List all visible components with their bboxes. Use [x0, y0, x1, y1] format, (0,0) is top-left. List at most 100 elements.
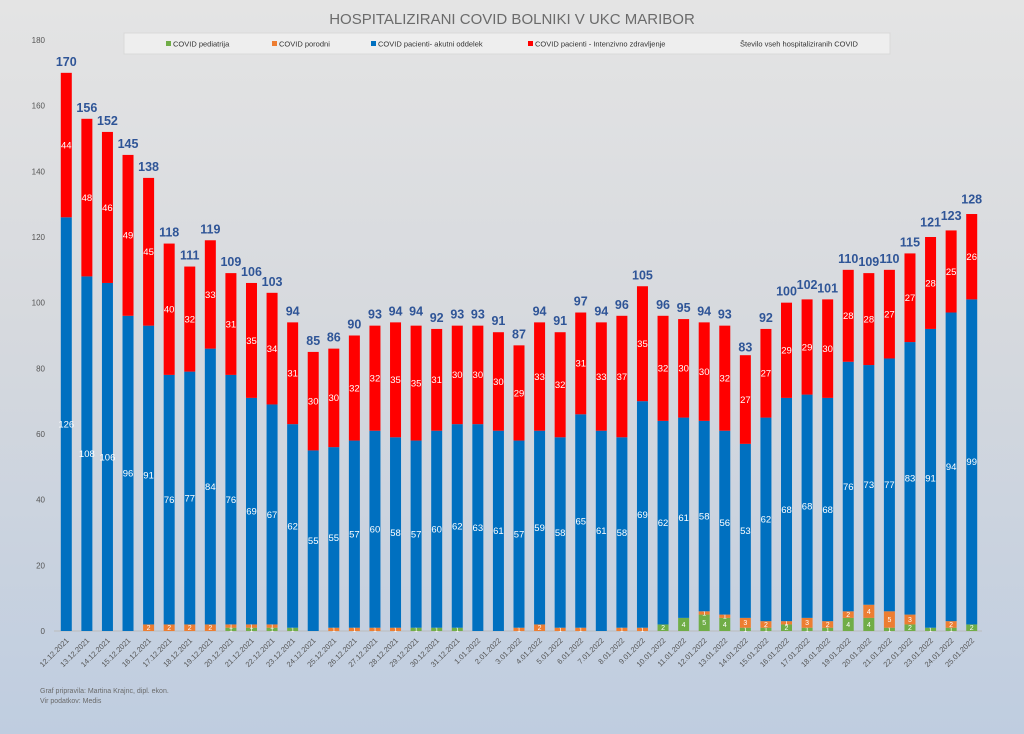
data-label: 4 — [846, 622, 850, 629]
total-label: 92 — [430, 311, 444, 325]
data-label: 35 — [246, 336, 257, 347]
total-label: 118 — [159, 226, 179, 240]
bar-segment — [534, 322, 546, 431]
bar-segment — [739, 355, 751, 444]
data-label: 55 — [308, 536, 319, 547]
data-label: 61 — [493, 526, 504, 537]
data-label: 59 — [534, 523, 545, 534]
data-label: 1 — [641, 627, 645, 634]
bar-segment — [636, 286, 648, 402]
total-label: 110 — [838, 252, 858, 266]
data-label: 30 — [308, 396, 319, 407]
bar-segment — [225, 627, 237, 631]
data-label: 2 — [147, 625, 151, 632]
data-label: 37 — [617, 372, 628, 383]
data-label: 1 — [517, 627, 521, 634]
bar-segment — [554, 627, 566, 631]
total-label: 103 — [262, 275, 283, 289]
bar-segment — [904, 614, 916, 625]
data-label: 1 — [743, 627, 747, 634]
data-label: 31 — [226, 319, 237, 330]
bar-segment — [369, 430, 381, 628]
total-label: 102 — [797, 278, 818, 292]
data-label: 1 — [270, 624, 274, 631]
data-label: 1 — [352, 627, 356, 634]
total-label: 94 — [409, 304, 423, 318]
bar-segment — [410, 440, 422, 628]
bar-segment — [575, 627, 587, 631]
bar-segment — [431, 430, 443, 628]
y-tick-label: 40 — [36, 496, 45, 505]
data-label: 46 — [102, 203, 113, 214]
data-label: 2 — [908, 625, 912, 632]
data-label: 1 — [270, 627, 274, 634]
legend-label: COVID porodni — [279, 40, 330, 49]
data-label: 1 — [558, 627, 562, 634]
data-label: 60 — [370, 525, 381, 536]
data-label: 1 — [250, 627, 254, 634]
total-label: 170 — [56, 55, 77, 69]
data-label: 96 — [123, 469, 134, 480]
bar-segment — [883, 358, 895, 612]
y-tick-label: 140 — [32, 167, 46, 176]
bar-segment — [904, 624, 916, 631]
bar-segment — [225, 374, 237, 625]
bar-segment — [883, 627, 895, 631]
total-label: 85 — [306, 334, 320, 348]
bar-segment — [760, 417, 772, 622]
bar-segment — [883, 611, 895, 628]
bar-segment — [245, 397, 257, 625]
bar-segment — [328, 348, 340, 448]
total-label: 93 — [450, 308, 464, 322]
bar-segment — [307, 351, 319, 451]
bar-segment — [842, 269, 854, 362]
bar-segment — [348, 335, 360, 441]
data-label: 27 — [905, 293, 916, 304]
data-label: 32 — [719, 374, 730, 385]
data-label: 31 — [431, 375, 442, 386]
bar-segment — [801, 617, 813, 628]
footer-author: Graf pripravila: Martina Krajnc, dipl. e… — [40, 688, 169, 695]
data-label: 3 — [805, 620, 809, 627]
chart-title: HOSPITALIZIRANI COVID BOLNIKI V UKC MARI… — [329, 11, 695, 28]
bar-segment — [184, 371, 196, 625]
data-label: 1 — [702, 610, 706, 617]
legend-label: COVID pacienti- akutni oddelek — [378, 40, 483, 49]
bar-segment — [101, 282, 113, 631]
legend-label: Število vseh hospitaliziranih COVID — [740, 40, 859, 49]
data-label: 58 — [699, 511, 710, 522]
data-label: 73 — [864, 480, 875, 491]
bar-segment — [945, 312, 957, 622]
bar-segment — [945, 621, 957, 628]
data-label: 1 — [723, 614, 727, 621]
total-label: 110 — [879, 252, 899, 266]
data-label: 32 — [370, 374, 381, 385]
bar-segment — [328, 447, 340, 628]
data-label: 28 — [843, 311, 854, 322]
bar-segment — [245, 624, 257, 628]
total-label: 87 — [512, 327, 526, 341]
data-label: 2 — [661, 625, 665, 632]
data-label: 2 — [949, 622, 953, 629]
bar-segment — [204, 348, 216, 625]
bar-segment — [760, 621, 772, 628]
bar-segment — [616, 315, 628, 438]
data-label: 33 — [534, 372, 545, 383]
data-label: 126 — [58, 419, 74, 430]
data-label: 108 — [79, 449, 95, 460]
bar-segment — [739, 627, 751, 631]
total-label: 83 — [738, 340, 752, 354]
data-label: 1 — [579, 627, 583, 634]
bar-segment — [739, 617, 751, 628]
data-label: 27 — [761, 369, 772, 380]
total-label: 111 — [180, 249, 200, 263]
data-label: 69 — [246, 506, 257, 517]
bar-segment — [883, 269, 895, 359]
bar-segment — [945, 230, 957, 313]
data-label: 76 — [843, 482, 854, 493]
total-label: 93 — [471, 308, 485, 322]
data-label: 26 — [966, 252, 977, 263]
data-label: 29 — [514, 388, 525, 399]
bar-segment — [657, 420, 669, 625]
